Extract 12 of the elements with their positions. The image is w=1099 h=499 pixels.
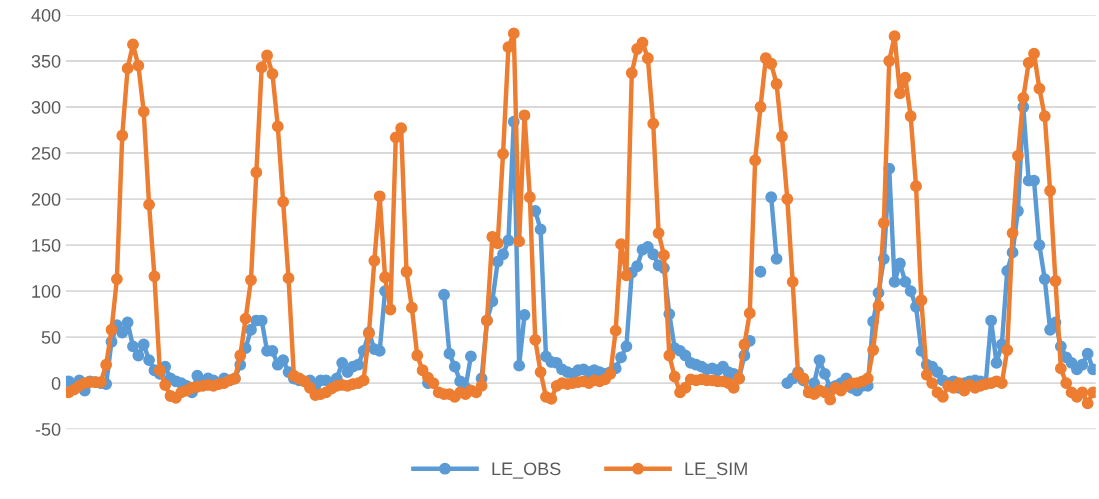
y-tick-label: 300 — [31, 100, 61, 114]
y-tick-label: 150 — [32, 239, 61, 252]
y-tick-label: 350 — [31, 54, 61, 68]
y-tick-label: 250 — [31, 146, 61, 160]
y-tick-label: 400 — [31, 8, 61, 22]
y-tick-label: 200 — [31, 192, 61, 206]
y-tick-label: 100 — [32, 285, 61, 298]
legend-label: LE_OBS — [492, 462, 561, 479]
y-tick-label: -50 — [35, 423, 61, 436]
legend-label: LE_SIM — [685, 462, 747, 479]
y-tick-label: 0 — [51, 377, 61, 390]
y-tick-label: 50 — [41, 331, 61, 344]
